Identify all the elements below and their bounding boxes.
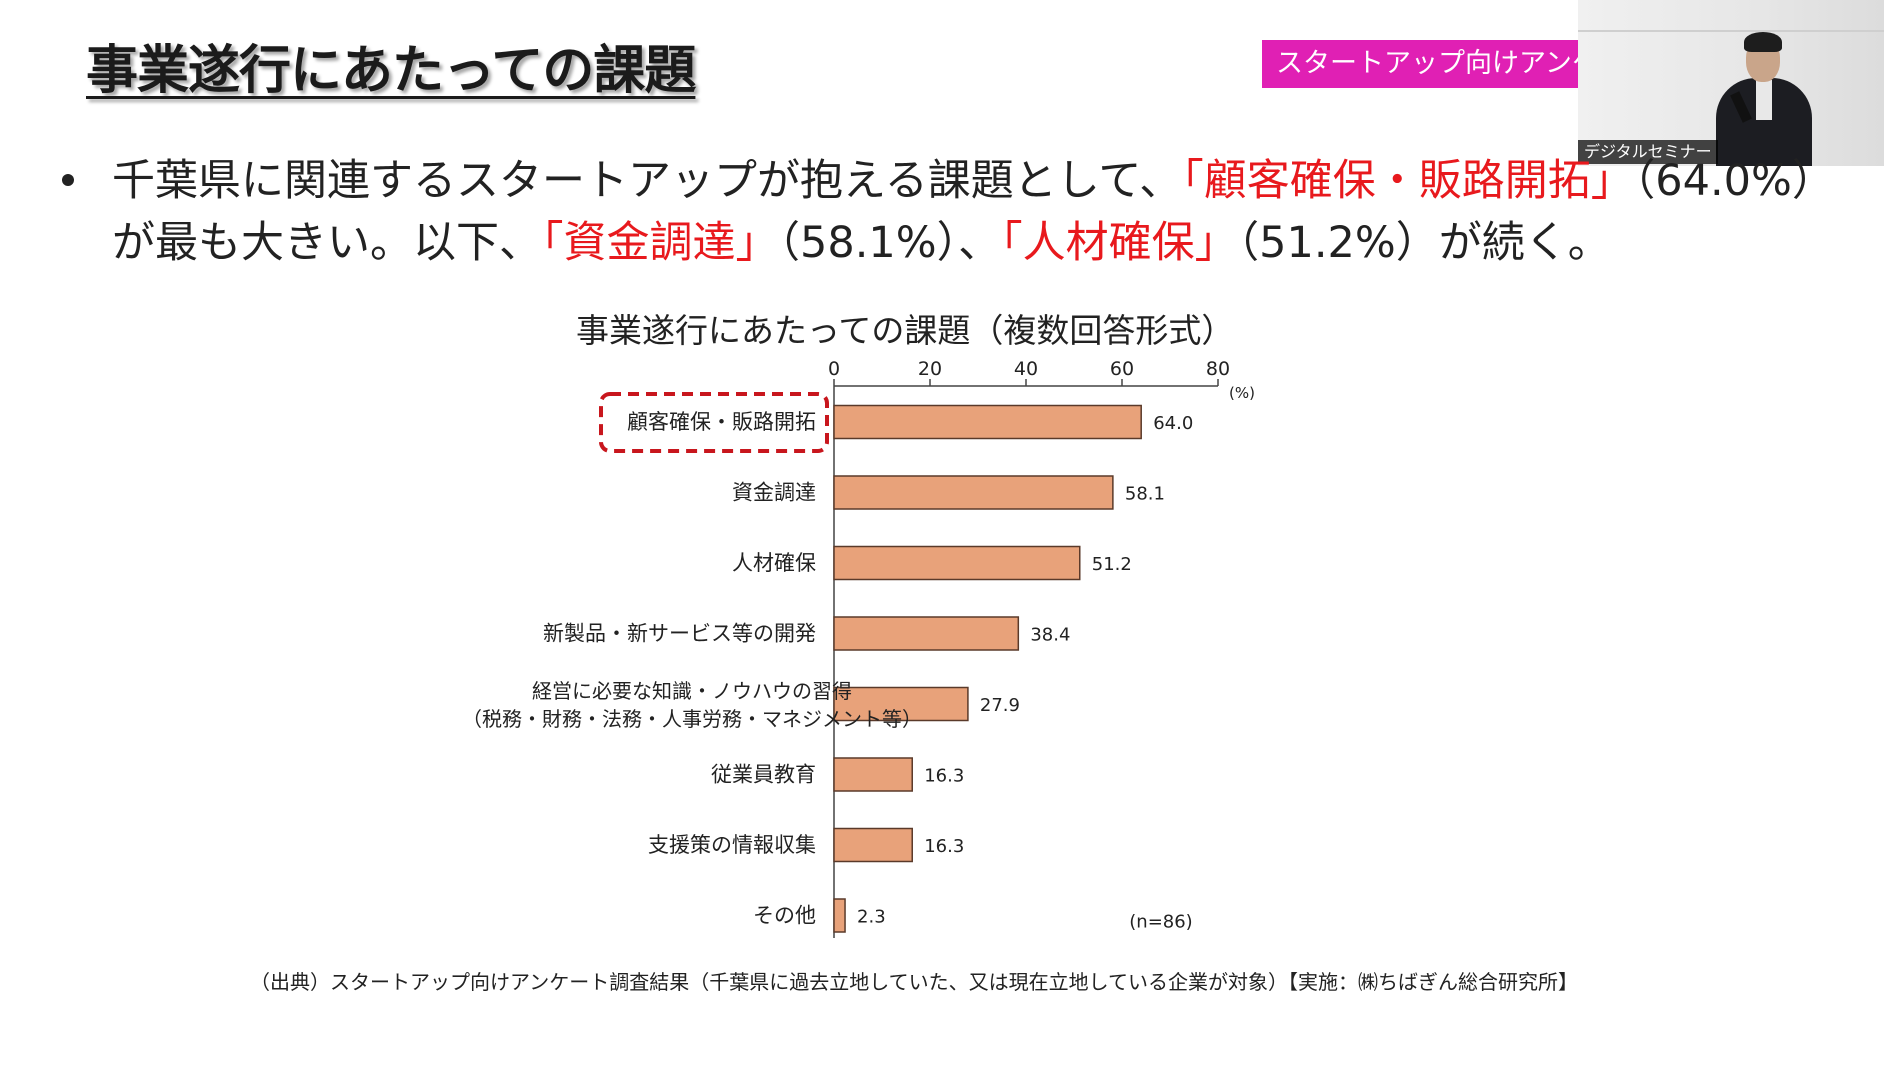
bar-value-label: 38.4 (1030, 625, 1070, 646)
survey-tag: スタートアップ向けアンケート (1262, 40, 1580, 88)
bar-value-label: 64.0 (1153, 413, 1193, 434)
bar (833, 616, 1020, 651)
speaker-video[interactable]: デジタルセミナー (1578, 0, 1884, 166)
summary-line-1: 千葉県に関連するスタートアップが抱える課題として、「顧客確保・販路開拓」（64.… (112, 150, 1835, 212)
x-tick-label: 40 (1014, 358, 1038, 380)
emphasis-funding: 「資金調達」 (542, 218, 779, 268)
bar-value-label: 16.3 (924, 836, 964, 857)
chart-title: 事業遂行にあたっての課題（複数回答形式） (576, 311, 1235, 350)
category-label: （税務・財務・法務・人事労務・マネジメント等） (462, 707, 922, 731)
summary-bullet: 千葉県に関連するスタートアップが抱える課題として、「顧客確保・販路開拓」（64.… (112, 150, 1835, 274)
summary-text: （51.2%）が続く。 (1237, 218, 1611, 268)
summary-text: （64.0%） (1633, 156, 1835, 206)
bar-value-label: 27.9 (980, 695, 1020, 716)
summary-text: が最も大きい。以下、 (112, 218, 542, 268)
slide-title: 事業遂行にあたっての課題 (86, 41, 696, 101)
category-label: その他 (753, 904, 816, 928)
emphasis-talent: 「人材確保」 (1001, 218, 1238, 268)
category-label: 新製品・新サービス等の開発 (543, 622, 816, 646)
x-unit-label: (%) (1229, 384, 1255, 402)
bar-value-label: 58.1 (1125, 484, 1165, 505)
bar (833, 545, 1081, 581)
category-label: 支援策の情報収集 (648, 833, 816, 857)
summary-text: （58.1%）、 (778, 218, 1002, 268)
video-ceiling-line (1578, 30, 1884, 32)
bar (833, 898, 846, 933)
category-label: 資金調達 (732, 481, 816, 505)
speaker-name-label: デジタルセミナー (1578, 140, 1718, 164)
bar-value-label: 2.3 (857, 907, 886, 928)
category-label: 人材確保 (732, 551, 816, 575)
sample-size-note: (n=86) (1129, 912, 1192, 933)
category-label: 経営に必要な知識・ノウハウの習得 (532, 679, 852, 703)
summary-line-2: が最も大きい。以下、「資金調達」（58.1%）、「人材確保」（51.2%）が続く… (112, 212, 1792, 274)
bar-value-label: 51.2 (1092, 554, 1132, 575)
source-note: （出典）スタートアップ向けアンケート調査結果（千葉県に過去立地していた、又は現在… (250, 970, 1578, 994)
x-tick-label: 0 (828, 358, 840, 380)
x-tick-label: 20 (918, 358, 942, 380)
summary-text: 千葉県に関連するスタートアップが抱える課題として、 (112, 156, 1183, 206)
bar (833, 404, 1142, 440)
speaker-hair (1744, 32, 1782, 52)
bar (833, 475, 1114, 510)
x-tick-label: 80 (1206, 358, 1230, 380)
bar-value-label: 16.3 (924, 766, 964, 787)
category-label: 従業員教育 (711, 763, 816, 787)
category-label: 顧客確保・販路開拓 (627, 410, 816, 434)
x-tick-label: 60 (1110, 358, 1134, 380)
speaker-shirt (1756, 80, 1772, 120)
bar (833, 827, 913, 863)
highlight-box (599, 392, 829, 453)
bar (833, 757, 913, 792)
bullet-dot-icon (62, 174, 74, 186)
bar (833, 686, 969, 722)
emphasis-customer: 「顧客確保・販路開拓」 (1182, 156, 1634, 206)
